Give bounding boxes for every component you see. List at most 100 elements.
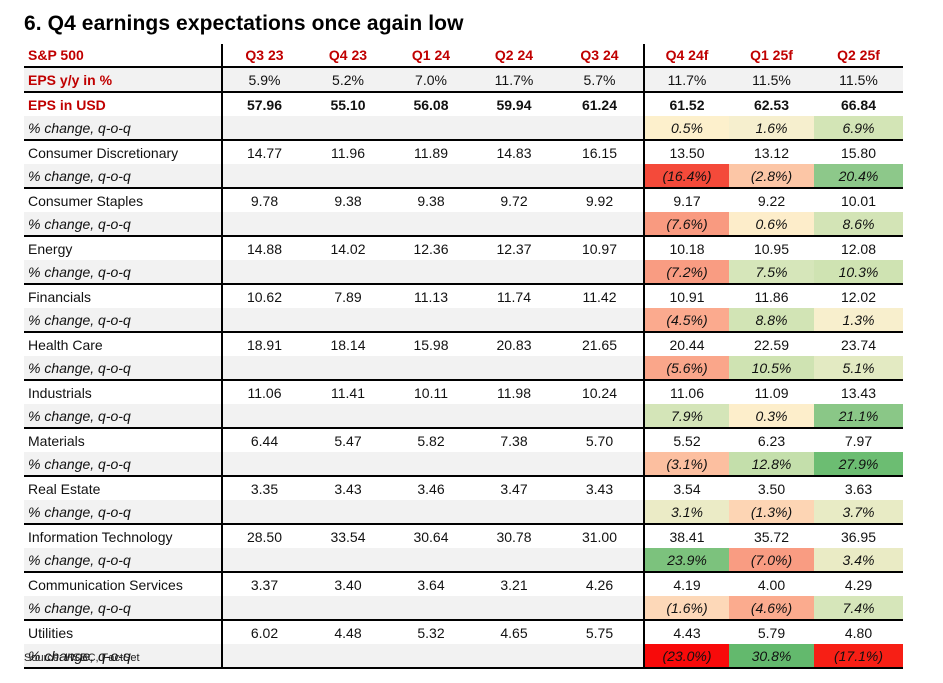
source-note: Source: HSBC, FactSet [24,652,140,664]
eps-cell: 4.48 [306,619,390,644]
eps-cell: 9.17 [643,187,729,212]
eps-cell: 6.02 [221,619,306,644]
eps-cell: 3.63 [814,475,903,500]
pct-change-cell: 3.1% [643,500,729,524]
sector-name: Utilities [24,619,222,644]
eps-usd-cell: 57.96 [221,92,306,116]
sector-name: Real Estate [24,475,222,500]
sector-name: Materials [24,427,222,452]
empty-cell [390,164,472,188]
eps-cell: 14.88 [221,235,306,260]
empty-cell [556,116,644,140]
sector-pct-row: % change, q-o-q 7.9% 0.3% 21.1% [24,404,903,428]
eps-yy-cell: 5.2% [306,66,390,93]
empty-cell [472,116,556,140]
eps-cell: 11.98 [472,379,556,404]
eps-cell: 28.50 [221,523,306,548]
sector-pct-row: % change, q-o-q (23.0%) 30.8% (17.1%) [24,644,903,669]
sector-row: Communication Services 3.37 3.40 3.64 3.21 4.… [24,571,903,596]
row-label: % change, q-o-q [24,260,222,284]
empty-cell [306,356,390,380]
eps-usd-cell: 61.24 [581,96,618,113]
pct-change-cell: (4.5%) [643,308,729,332]
sector-row: Real Estate 3.35 3.43 3.46 3.47 3.43 3.54 3.50 3… [24,475,903,500]
eps-cell: 3.35 [221,475,306,500]
empty-cell [556,548,644,572]
eps-cell: 4.29 [814,571,903,596]
empty-cell [306,548,390,572]
empty-cell [472,548,556,572]
pct-change-cell: (23.0%) [643,644,729,669]
pct-change-cell: 21.1% [814,404,903,428]
pct-change-cell: 3.4% [814,548,903,572]
eps-cell: 5.47 [306,427,390,452]
eps-cell: 38.41 [643,523,729,548]
empty-cell [221,356,306,380]
eps-cell: 9.92 [556,187,644,212]
empty-cell [390,116,472,140]
earnings-table: S&P 500 Q3 23 Q4 23 Q1 24 Q2 24 Q3 24 Q4 24f Q1… [24,44,903,669]
eps-usd-cell: 56.08 [413,96,449,113]
pct-change-cell: (3.1%) [643,452,729,476]
eps-cell: 7.97 [814,427,903,452]
empty-cell [221,644,306,669]
column-header: Q2 24 [494,47,534,63]
empty-cell [556,212,644,236]
eps-cell: 12.37 [472,235,556,260]
eps-cell: 3.50 [729,475,814,500]
eps-cell: 9.38 [306,187,390,212]
empty-cell [472,164,556,188]
empty-cell [472,308,556,332]
row-label: % change, q-o-q [24,212,222,236]
corner-label: S&P 500 [28,47,84,63]
eps-cell: 11.96 [306,139,390,164]
eps-cell: 9.38 [390,187,472,212]
empty-cell [306,452,390,476]
row-label: EPS y/y in % [24,66,222,93]
pct-change-cell: (4.6%) [729,596,814,620]
pct-change-cell: 1.3% [814,308,903,332]
sector-row: Consumer Staples 9.78 9.38 9.38 9.72 9.92 9.17… [24,187,903,212]
pct-change-cell: (7.0%) [729,548,814,572]
pct-change-cell: 7.5% [729,260,814,284]
eps-cell: 4.00 [729,571,814,596]
eps-cell: 10.91 [643,283,729,308]
eps-cell: 3.21 [472,571,556,596]
eps-cell: 9.78 [221,187,306,212]
empty-cell [556,404,644,428]
header-row: S&P 500 Q3 23 Q4 23 Q1 24 Q2 24 Q3 24 Q4 24f Q1… [24,44,903,67]
pct-change-cell: (17.1%) [814,644,903,669]
sector-row: Health Care 18.91 18.14 15.98 20.83 21.65 20.4… [24,331,903,356]
empty-cell [390,404,472,428]
eps-cell: 5.70 [556,427,644,452]
pct-change-cell: 10.3% [814,260,903,284]
pct-change-cell: (7.6%) [643,212,729,236]
column-header: Q1 24 [411,47,451,63]
sector-pct-row: % change, q-o-q (7.2%) 7.5% 10.3% [24,260,903,284]
eps-cell: 4.19 [643,571,729,596]
empty-cell [472,260,556,284]
eps-cell: 11.42 [556,283,644,308]
column-header: Q1 25f [750,47,793,63]
empty-cell [221,452,306,476]
pct-change-cell: (7.2%) [643,260,729,284]
eps-usd-cell: 62.53 [753,96,790,113]
eps-cell: 5.82 [390,427,472,452]
eps-cell: 33.54 [306,523,390,548]
sector-pct-row: % change, q-o-q (16.4%) (2.8%) 20.4% [24,164,903,188]
eps-cell: 10.97 [556,235,644,260]
pct-change-cell: 7.4% [814,596,903,620]
empty-cell [221,212,306,236]
pct-change-cell: 3.7% [814,500,903,524]
empty-cell [221,164,306,188]
eps-cell: 20.83 [472,331,556,356]
pct-change-cell: 5.1% [814,356,903,380]
eps-cell: 5.75 [556,619,644,644]
eps-yy-cell: 11.7% [643,66,729,93]
eps-cell: 5.79 [729,619,814,644]
empty-cell [472,404,556,428]
empty-cell [390,212,472,236]
sector-name: Industrials [24,379,222,404]
empty-cell [306,500,390,524]
sector-pct-row: % change, q-o-q (3.1%) 12.8% 27.9% [24,452,903,476]
